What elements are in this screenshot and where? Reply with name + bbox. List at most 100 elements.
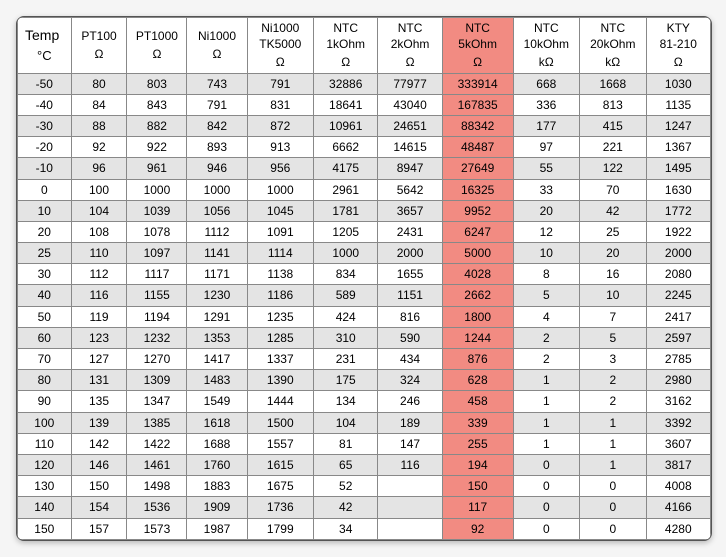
table-cell: 154: [71, 497, 127, 518]
table-cell: 10: [580, 285, 647, 306]
table-cell: 0: [580, 497, 647, 518]
table-cell: 1138: [247, 264, 314, 285]
table-cell: 1155: [127, 285, 187, 306]
table-row: 30112111711711138834165540288162080: [18, 264, 711, 285]
table-cell: 1736: [247, 497, 314, 518]
table-cell: 1573: [127, 518, 187, 539]
table-cell: 231: [314, 349, 378, 370]
column-header: PT1000Ω: [127, 18, 187, 74]
column-unit: kΩ: [517, 54, 577, 70]
table-cell: 1: [513, 412, 580, 433]
table-cell: 1135: [646, 94, 710, 115]
table-cell: 1309: [127, 370, 187, 391]
column-label-top: NTC20kOhm: [583, 20, 643, 52]
table-cell: 831: [247, 94, 314, 115]
table-cell: 20: [18, 221, 72, 242]
table-cell: 2597: [646, 327, 710, 348]
table-cell: 628: [442, 370, 513, 391]
table-row: 14015415361909173642117004166: [18, 497, 711, 518]
table-cell: 882: [127, 115, 187, 136]
column-label-top: Temp: [21, 26, 68, 45]
table-cell: 1000: [247, 179, 314, 200]
table-cell: 2: [513, 327, 580, 348]
table-cell: 140: [18, 497, 72, 518]
table-cell: 1045: [247, 200, 314, 221]
table-cell: 0: [513, 518, 580, 539]
table-cell: 1385: [127, 412, 187, 433]
column-unit: Ω: [650, 54, 707, 70]
table-row: 2511010971141111410002000500010202000: [18, 243, 711, 264]
table-cell: 1000: [314, 243, 378, 264]
table-row: 601231232135312853105901244252597: [18, 327, 711, 348]
table-row: -508080374379132886779773339146681668103…: [18, 73, 711, 94]
table-cell: 10961: [314, 115, 378, 136]
table-cell: 1114: [247, 243, 314, 264]
table-cell: 9952: [442, 200, 513, 221]
table-cell: 1039: [127, 200, 187, 221]
table-cell: 1030: [646, 73, 710, 94]
table-cell: 97: [513, 137, 580, 158]
table-cell: 1000: [187, 179, 247, 200]
table-cell: 1536: [127, 497, 187, 518]
table-cell: 194: [442, 454, 513, 475]
table-cell: 1205: [314, 221, 378, 242]
table-cell: 1500: [247, 412, 314, 433]
table-cell: 55: [513, 158, 580, 179]
table-cell: 310: [314, 327, 378, 348]
table-cell: 120: [18, 454, 72, 475]
table-cell: 1244: [442, 327, 513, 348]
table-cell: 1390: [247, 370, 314, 391]
table-cell: 434: [378, 349, 442, 370]
table-cell: 92: [442, 518, 513, 539]
table-cell: 175: [314, 370, 378, 391]
table-cell: 2980: [646, 370, 710, 391]
table-cell: 157: [71, 518, 127, 539]
table-cell: 2785: [646, 349, 710, 370]
table-cell: 1091: [247, 221, 314, 242]
table-cell: 1922: [646, 221, 710, 242]
table-cell: 8: [513, 264, 580, 285]
table-cell: 415: [580, 115, 647, 136]
table-cell: 147: [378, 433, 442, 454]
table-cell: 1495: [646, 158, 710, 179]
table-cell: 25: [18, 243, 72, 264]
table-cell: 117: [442, 497, 513, 518]
column-header: NTC20kOhmkΩ: [580, 18, 647, 74]
table-cell: 221: [580, 137, 647, 158]
table-cell: 5642: [378, 179, 442, 200]
table-cell: 127: [71, 349, 127, 370]
table-cell: 1615: [247, 454, 314, 475]
table-row: 0100100010001000296156421632533701630: [18, 179, 711, 200]
table-cell: 2: [513, 349, 580, 370]
table-cell: 130: [18, 476, 72, 497]
table-cell: 0: [513, 497, 580, 518]
column-header: Ni1000TK5000Ω: [247, 18, 314, 74]
table-cell: 0: [580, 476, 647, 497]
table-cell: 1618: [187, 412, 247, 433]
table-cell: 843: [127, 94, 187, 115]
table-row: -10969619469564175894727649551221495: [18, 158, 711, 179]
table-cell: 96: [71, 158, 127, 179]
table-cell: 816: [378, 306, 442, 327]
table-cell: 1461: [127, 454, 187, 475]
table-cell: 8947: [378, 158, 442, 179]
table-cell: 1772: [646, 200, 710, 221]
table-cell: 116: [71, 285, 127, 306]
table-cell: 803: [127, 73, 187, 94]
table-cell: 1117: [127, 264, 187, 285]
table-cell: 60: [18, 327, 72, 348]
table-cell: 1270: [127, 349, 187, 370]
table-cell: 52: [314, 476, 378, 497]
column-label-top: NTC2kOhm: [381, 20, 438, 52]
table-cell: 2000: [646, 243, 710, 264]
table-cell: 2080: [646, 264, 710, 285]
table-cell: 1097: [127, 243, 187, 264]
table-cell: 246: [378, 391, 442, 412]
table-cell: 80: [71, 73, 127, 94]
table-cell: 1781: [314, 200, 378, 221]
table-cell: 134: [314, 391, 378, 412]
table-cell: 70: [18, 349, 72, 370]
table-cell: 1: [513, 391, 580, 412]
table-cell: 12: [513, 221, 580, 242]
table-cell: 112: [71, 264, 127, 285]
